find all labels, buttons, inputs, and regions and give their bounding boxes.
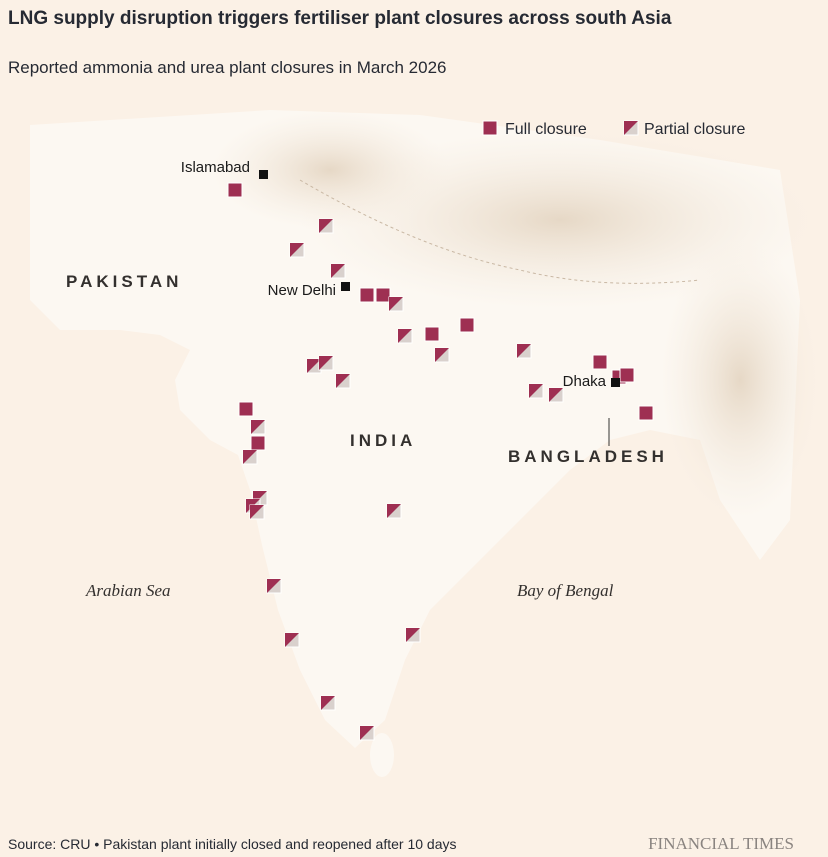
partial-closure-marker [528,383,544,399]
source: Source: CRU • Pakistan plant initially c… [8,836,457,852]
partial-closure-marker [242,449,258,465]
full-closure-marker [250,435,266,451]
partial-closure-marker [330,263,346,279]
partial-closure-marker [397,328,413,344]
partial-closure-marker [335,373,351,389]
legend-partial-swatch [623,120,639,136]
partial-closure-marker [250,419,266,435]
city-label: Dhaka [563,373,607,390]
sea-label: Bay of Bengal [517,581,614,600]
partial-closure-marker [516,343,532,359]
plant-markers [227,182,654,741]
country-label: INDIA [350,431,416,450]
partial-closure-marker [405,627,421,643]
partial-closure-marker [306,358,322,374]
full-closure-marker [238,401,254,417]
brand: FINANCIAL TIMES [648,834,794,853]
partial-closure-marker [249,504,265,520]
full-closure-marker [638,405,654,421]
full-closure-marker [424,326,440,342]
legend-full-swatch [482,120,498,136]
partial-closure-marker [318,218,334,234]
partial-closure-marker [548,387,564,403]
full-closure-marker [619,367,635,383]
partial-closure-marker [266,578,282,594]
city-label: Islamabad [181,159,250,176]
country-label: PAKISTAN [66,272,182,291]
land [30,110,820,777]
full-closure-marker [375,287,391,303]
partial-closure-marker [388,296,404,312]
partial-closure-marker [434,347,450,363]
legend-label: Partial closure [644,121,745,138]
city-marker [611,378,620,387]
partial-closure-marker [284,632,300,648]
partial-closure-marker [320,695,336,711]
subtitle: Reported ammonia and urea plant closures… [8,58,446,77]
city-label: New Delhi [268,282,336,299]
partial-closure-marker [318,355,334,371]
legend-label: Full closure [505,121,587,138]
full-closure-marker [592,354,608,370]
city-marker [259,170,268,179]
city-marker [341,282,350,291]
full-closure-marker [227,182,243,198]
full-closure-marker [459,317,475,333]
country-label: BANGLADESH [508,447,668,466]
title: LNG supply disruption triggers fertilise… [8,8,672,29]
full-closure-marker [359,287,375,303]
partial-closure-marker [386,503,402,519]
partial-closure-marker [289,242,305,258]
sea-label: Arabian Sea [85,581,171,600]
partial-closure-marker [359,725,375,741]
